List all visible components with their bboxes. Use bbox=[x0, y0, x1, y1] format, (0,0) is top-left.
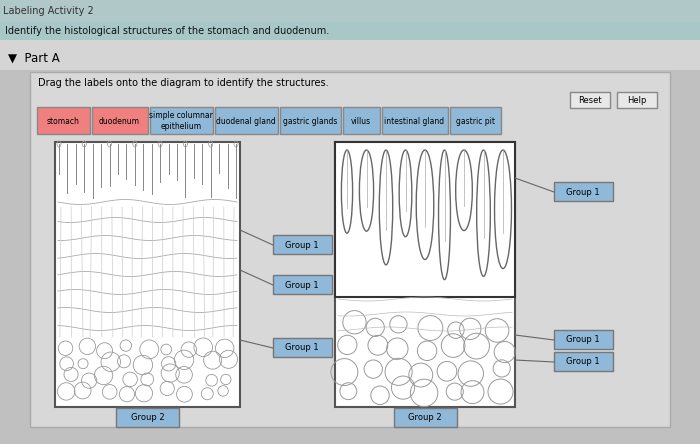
Text: Drag the labels onto the diagram to identify the structures.: Drag the labels onto the diagram to iden… bbox=[38, 78, 328, 88]
FancyBboxPatch shape bbox=[214, 107, 277, 135]
FancyBboxPatch shape bbox=[449, 107, 500, 135]
Text: Reset: Reset bbox=[578, 95, 602, 104]
Text: Group 1: Group 1 bbox=[566, 187, 600, 197]
FancyBboxPatch shape bbox=[272, 338, 332, 357]
FancyBboxPatch shape bbox=[554, 182, 612, 202]
FancyBboxPatch shape bbox=[335, 142, 515, 407]
Text: Group 2: Group 2 bbox=[131, 413, 164, 423]
Text: Labeling Activity 2: Labeling Activity 2 bbox=[3, 6, 94, 16]
FancyBboxPatch shape bbox=[150, 107, 213, 135]
Text: duodenum: duodenum bbox=[99, 116, 140, 126]
FancyBboxPatch shape bbox=[393, 408, 456, 428]
Text: Group 1: Group 1 bbox=[566, 336, 600, 345]
FancyBboxPatch shape bbox=[116, 408, 179, 428]
Text: Identify the histological structures of the stomach and duodenum.: Identify the histological structures of … bbox=[5, 26, 329, 36]
FancyBboxPatch shape bbox=[335, 142, 515, 297]
FancyBboxPatch shape bbox=[272, 235, 332, 254]
Text: Group 2: Group 2 bbox=[408, 413, 442, 423]
Text: Group 1: Group 1 bbox=[285, 344, 318, 353]
Text: simple columnar
epithelium: simple columnar epithelium bbox=[149, 111, 213, 131]
Text: Help: Help bbox=[627, 95, 647, 104]
Text: Group 1: Group 1 bbox=[285, 281, 318, 289]
FancyBboxPatch shape bbox=[30, 72, 670, 427]
Text: villus: villus bbox=[351, 116, 371, 126]
FancyBboxPatch shape bbox=[342, 107, 379, 135]
Bar bbox=[0, 40, 700, 70]
Bar bbox=[0, 22, 700, 40]
Text: gastric pit: gastric pit bbox=[456, 116, 494, 126]
FancyBboxPatch shape bbox=[55, 142, 240, 407]
Text: intestinal gland: intestinal gland bbox=[384, 116, 444, 126]
FancyBboxPatch shape bbox=[554, 353, 612, 372]
FancyBboxPatch shape bbox=[617, 92, 657, 108]
FancyBboxPatch shape bbox=[92, 107, 148, 135]
Text: Group 1: Group 1 bbox=[285, 241, 318, 250]
FancyBboxPatch shape bbox=[382, 107, 447, 135]
Text: ▼  Part A: ▼ Part A bbox=[8, 52, 60, 64]
Text: stomach: stomach bbox=[47, 116, 79, 126]
FancyBboxPatch shape bbox=[570, 92, 610, 108]
Text: duodenal gland: duodenal gland bbox=[216, 116, 276, 126]
FancyBboxPatch shape bbox=[554, 330, 612, 349]
Text: gastric glands: gastric glands bbox=[283, 116, 337, 126]
FancyBboxPatch shape bbox=[36, 107, 90, 135]
Text: Group 1: Group 1 bbox=[566, 357, 600, 366]
FancyBboxPatch shape bbox=[272, 275, 332, 294]
Bar bbox=[0, 0, 700, 22]
FancyBboxPatch shape bbox=[279, 107, 340, 135]
